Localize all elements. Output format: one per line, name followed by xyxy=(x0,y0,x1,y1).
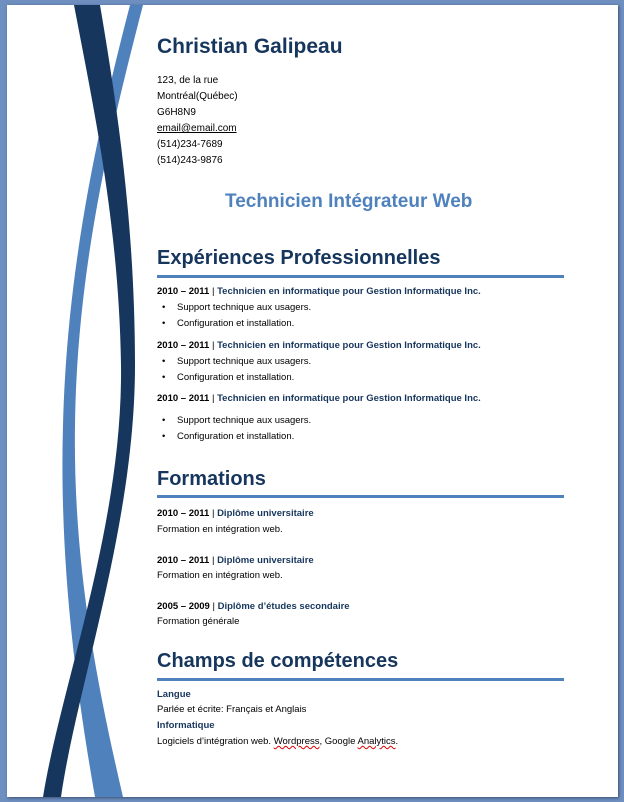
list-item: Support technique aux usagers. xyxy=(162,356,311,367)
education-rule xyxy=(157,495,564,498)
education-heading: Formations xyxy=(157,468,266,490)
email-link[interactable]: email@email.com xyxy=(157,123,237,134)
it-text: Logiciels d’intégration web. Wordpress, … xyxy=(157,736,399,747)
document-page: Christian Galipeau 123, de la rue Montré… xyxy=(7,5,618,797)
language-label: Langue xyxy=(157,689,191,700)
language-text: Parlée et écrite: Français et Anglais xyxy=(157,704,307,715)
skills-heading: Champs de compétences xyxy=(157,650,399,672)
address-street: 123, de la rue xyxy=(157,75,219,86)
experience-entry: 2010 – 2011 | Technicien en informatique… xyxy=(157,340,481,351)
job-title: Technicien Intégrateur Web xyxy=(225,191,473,212)
list-item: Configuration et installation. xyxy=(162,431,294,442)
skills-rule xyxy=(157,678,564,681)
address-city: Montréal(Québec) xyxy=(157,91,238,102)
it-label: Informatique xyxy=(157,720,215,731)
education-entry: 2005 – 2009 | Diplôme d’études secondair… xyxy=(157,601,350,612)
education-description: Formation générale xyxy=(157,616,240,627)
address-postal: G6H8N9 xyxy=(157,107,196,118)
experience-entry: 2010 – 2011 | Technicien en informatique… xyxy=(157,393,481,404)
dark-navy-ribbon xyxy=(43,5,135,797)
list-item: Configuration et installation. xyxy=(162,318,294,329)
list-item: Support technique aux usagers. xyxy=(162,415,311,426)
experience-heading: Expériences Professionnelles xyxy=(157,247,441,269)
list-item: Configuration et installation. xyxy=(162,372,294,383)
education-description: Formation en intégration web. xyxy=(157,524,283,535)
list-item: Support technique aux usagers. xyxy=(162,302,311,313)
education-entry: 2010 – 2011 | Diplôme universitaire xyxy=(157,508,314,519)
phone-1: (514)234-7689 xyxy=(157,139,223,150)
light-blue-ribbon xyxy=(62,5,144,797)
education-entry: 2010 – 2011 | Diplôme universitaire xyxy=(157,555,314,566)
candidate-name: Christian Galipeau xyxy=(157,35,343,58)
phone-2: (514)243-9876 xyxy=(157,155,223,166)
contact-block: 123, de la rue Montréal(Québec) G6H8N9 e… xyxy=(157,73,238,169)
education-description: Formation en intégration web. xyxy=(157,570,283,581)
experience-rule xyxy=(157,275,564,278)
experience-entry: 2010 – 2011 | Technicien en informatique… xyxy=(157,286,481,297)
decorative-ribbons xyxy=(43,5,144,797)
